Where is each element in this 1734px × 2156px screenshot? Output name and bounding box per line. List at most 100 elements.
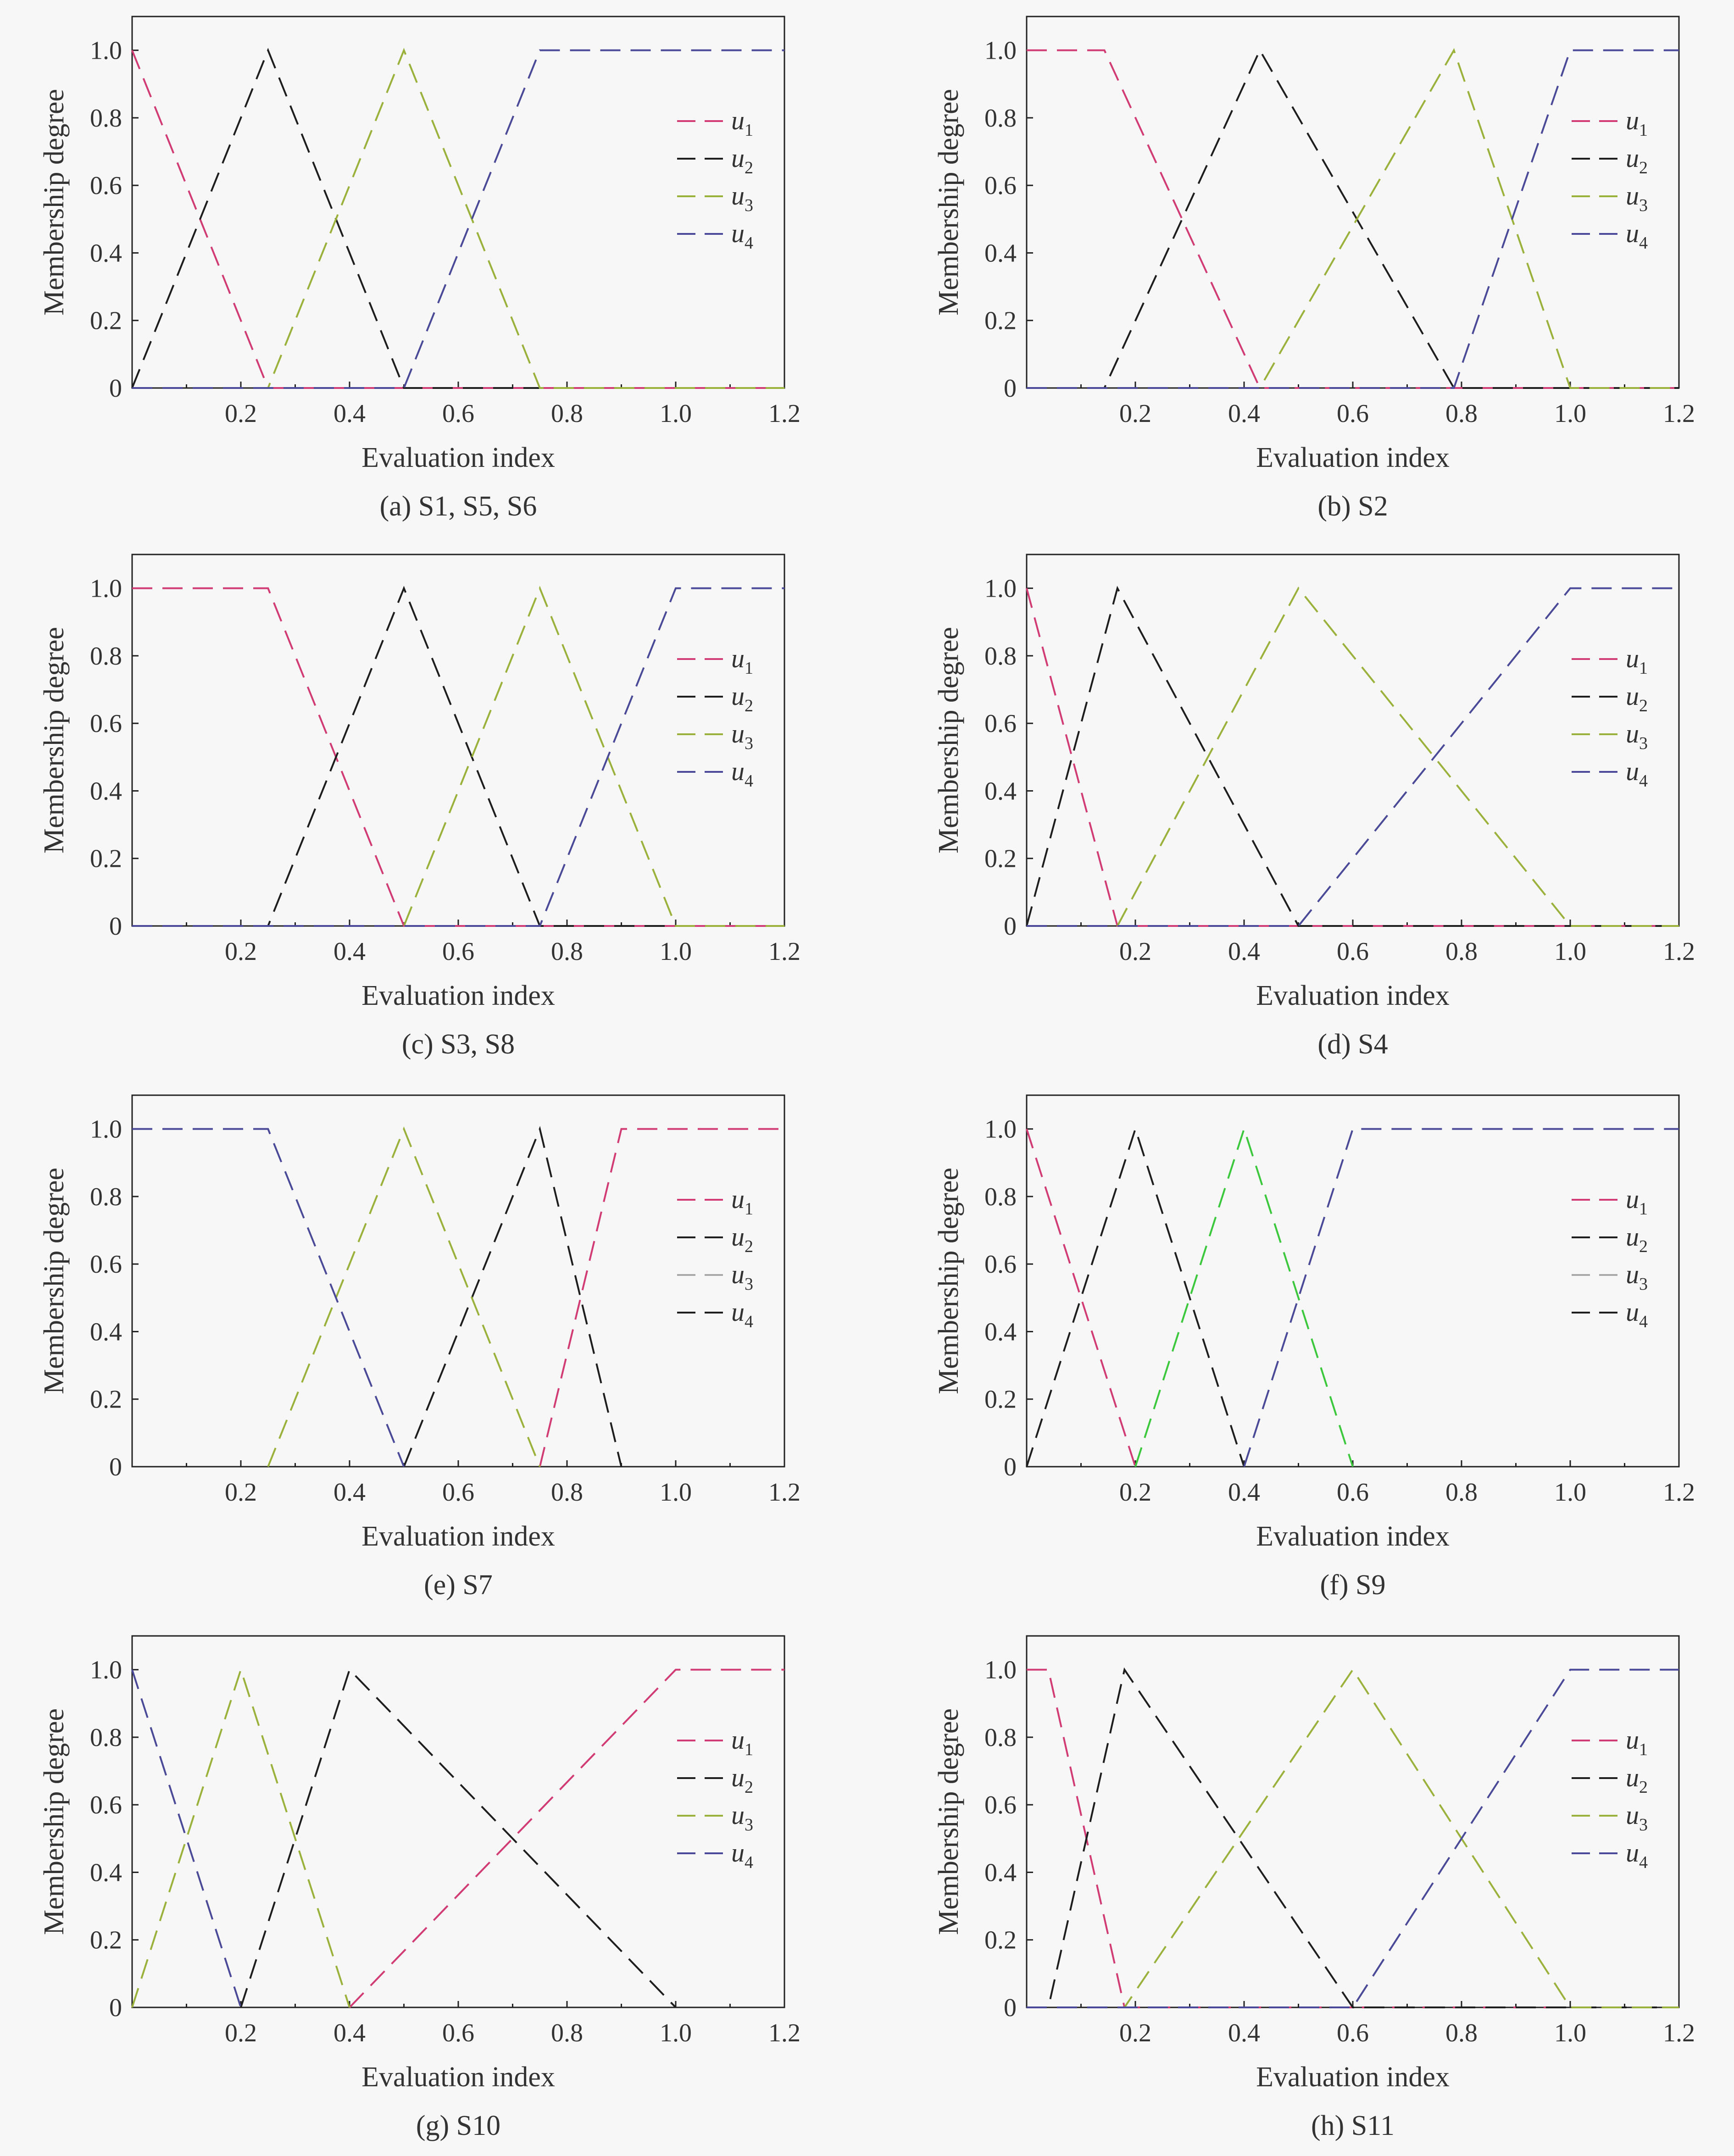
series-line-u2: [1026, 586, 1679, 927]
panel-caption: (a) S1, S5, S6: [380, 491, 537, 522]
panel-caption: (g) S10: [416, 2110, 500, 2141]
series-line-u1: [349, 1668, 784, 2008]
chart-panel-2: 0 0.2 0.4 0.6 0.8 1.0 0.2 0.4 0.6 0.8 1.0 1.2 Evalua…: [933, 16, 1695, 522]
legend-subscript: 4: [745, 1853, 753, 1872]
x-tick-label: 0.2: [225, 399, 257, 428]
y-tick-label: 0.6: [984, 709, 1017, 738]
y-tick-label: 0: [1004, 912, 1017, 941]
x-tick-label: 0.2: [225, 2019, 257, 2047]
y-tick-label: 1.0: [90, 37, 122, 65]
plot-frame: [1026, 554, 1680, 927]
y-tick-label: 0.8: [90, 104, 122, 133]
chart-panel-4: 0 0.2 0.4 0.6 0.8 1.0 0.2 0.4 0.6 0.8 1.0 1.2 Evalua…: [933, 554, 1695, 1060]
y-axis-label: Membership degree: [933, 627, 964, 854]
plot-frame: [131, 1094, 785, 1468]
y-axis-label: Membership degree: [933, 1708, 964, 1935]
legend-label: u2: [731, 681, 753, 715]
panel-caption: (e) S7: [424, 1569, 493, 1601]
series-line-u3: [1027, 586, 1679, 927]
x-tick-label: 0.4: [333, 399, 366, 428]
x-axis-label: Evaluation index: [361, 442, 555, 473]
y-tick-label: 0.2: [90, 1926, 122, 1955]
y-tick-label: 0.8: [984, 642, 1017, 671]
x-tick-label: 0.8: [1445, 399, 1478, 428]
y-tick-label: 0.6: [984, 1250, 1017, 1279]
legend-subscript: 3: [1639, 196, 1648, 215]
legend-subscript: 3: [745, 1275, 753, 1294]
plot-frame: [1026, 1635, 1680, 2008]
series-line-u3: [132, 586, 784, 927]
plot-frame: [1026, 16, 1680, 389]
legend-subscript: 2: [1639, 158, 1648, 177]
x-tick-label: 0.8: [551, 1478, 583, 1507]
series-line-u2: [403, 1126, 622, 1467]
series-line-u2: [240, 1668, 677, 2008]
legend-subscript: 4: [745, 233, 753, 253]
y-axis-label: Membership degree: [39, 1168, 70, 1394]
y-tick-label: 0.2: [984, 845, 1017, 873]
y-tick-label: 1.0: [90, 1115, 122, 1144]
legend-subscript: 4: [1639, 233, 1648, 253]
panel-caption: (b) S2: [1317, 491, 1388, 522]
plot-frame: [1026, 1094, 1680, 1468]
x-tick-label: 1.0: [660, 399, 692, 428]
x-tick-label: 0.6: [1337, 399, 1369, 428]
x-tick-label: 0.4: [1228, 1478, 1260, 1507]
legend-subscript: 3: [745, 196, 753, 215]
legend-label: u3: [731, 1259, 753, 1294]
x-tick-label: 0.8: [1445, 1478, 1478, 1507]
x-tick-label: 1.0: [660, 937, 692, 966]
legend-subscript: 3: [1639, 1815, 1648, 1835]
series-line-u3: [267, 1126, 541, 1467]
x-tick-label: 0.6: [1337, 1478, 1369, 1507]
x-tick-label: 0.2: [225, 937, 257, 966]
legend-label: u4: [731, 756, 753, 791]
y-tick-label: 0: [109, 912, 122, 941]
legend-subscript: 1: [1639, 1740, 1648, 1759]
x-tick-label: 1.2: [1663, 399, 1695, 428]
panel-caption: (d) S4: [1317, 1029, 1388, 1060]
x-tick-label: 0.4: [333, 2019, 366, 2047]
y-tick-label: 1.0: [90, 1656, 122, 1685]
y-tick-label: 0.6: [90, 1791, 122, 1819]
y-tick-label: 0: [1004, 374, 1017, 403]
y-tick-label: 0.2: [90, 307, 122, 335]
y-tick-label: 0.4: [90, 1318, 122, 1346]
legend-subscript: 2: [1639, 1778, 1648, 1797]
series-line-u4: [1027, 587, 1679, 927]
y-tick-label: 0.8: [984, 1183, 1017, 1211]
x-tick-label: 0.2: [1119, 399, 1151, 428]
y-tick-label: 0.4: [984, 1858, 1017, 1887]
y-tick-label: 0.4: [90, 777, 122, 805]
legend-subscript: 3: [1639, 1275, 1648, 1294]
y-tick-label: 0: [109, 1994, 122, 2022]
legend-subscript: 2: [745, 1237, 753, 1256]
legend-subscript: 3: [745, 1815, 753, 1835]
y-tick-label: 1.0: [984, 575, 1017, 603]
chart-panel-1: 0 0.2 0.4 0.6 0.8 1.0 0.2 0.4 0.6 0.8 1.0 1.2 Evalua…: [39, 16, 800, 522]
chart-panel-8: 0 0.2 0.4 0.6 0.8 1.0 0.2 0.4 0.6 0.8 1.0 1.2 Evalua…: [933, 1635, 1695, 2141]
x-tick-label: 1.0: [660, 1478, 692, 1507]
y-axis-label: Membership degree: [933, 89, 964, 316]
x-tick-label: 1.2: [768, 1478, 800, 1507]
x-tick-label: 0.6: [442, 937, 474, 966]
x-axis-label: Evaluation index: [361, 980, 555, 1011]
legend-subscript: 2: [745, 1778, 753, 1797]
legend-label: u3: [731, 719, 753, 753]
panel-caption: (f) S9: [1320, 1569, 1386, 1601]
x-tick-label: 0.4: [1228, 2019, 1260, 2047]
y-tick-label: 0.2: [984, 307, 1017, 335]
x-tick-label: 1.2: [768, 2019, 800, 2047]
y-tick-label: 0.8: [90, 1724, 122, 1752]
x-tick-label: 0.2: [1119, 1478, 1151, 1507]
y-axis-label: Membership degree: [39, 627, 70, 854]
series-line-u4: [132, 49, 784, 389]
series-line-u2: [1026, 1126, 1245, 1467]
y-tick-label: 1.0: [984, 37, 1017, 65]
legend-label: u2: [731, 1762, 753, 1797]
x-tick-label: 0.6: [442, 2019, 474, 2047]
y-tick-label: 0.6: [90, 1250, 122, 1279]
series-line-u4: [132, 1128, 405, 1467]
x-tick-label: 0.6: [1337, 2019, 1369, 2047]
